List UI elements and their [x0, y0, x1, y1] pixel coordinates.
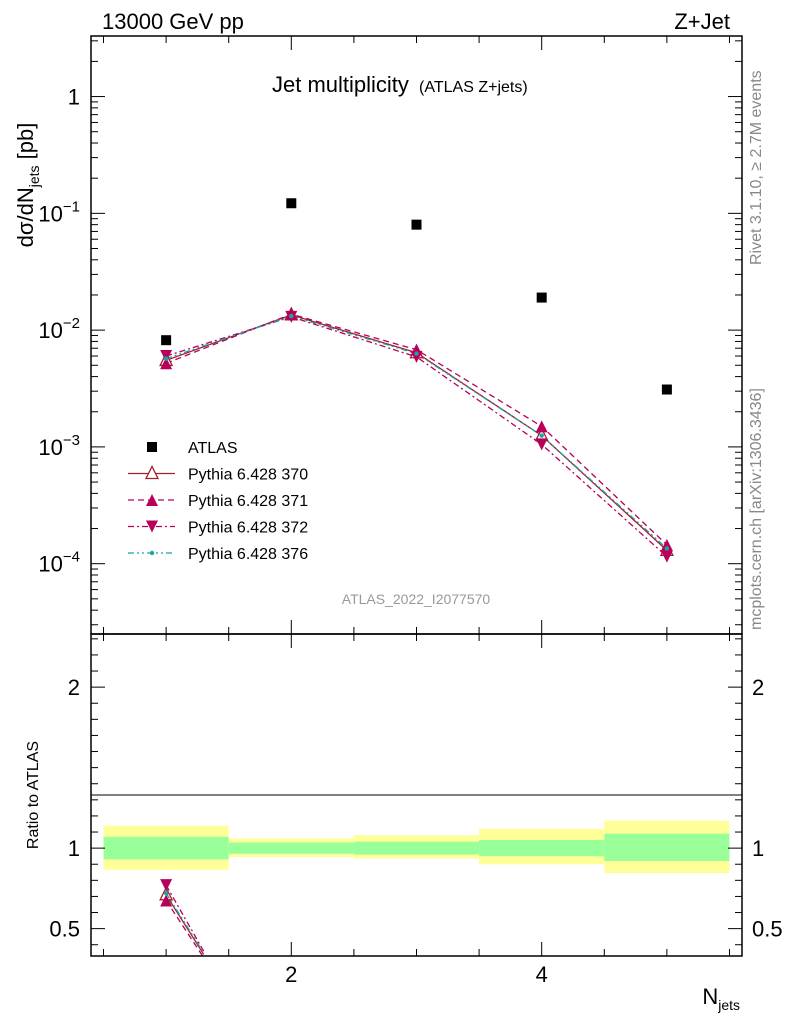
mc-point [539, 433, 544, 438]
plot-title: Jet multiplicity (ATLAS Z+jets) [272, 72, 528, 97]
legend: ATLAS Pythia 6.428 370 Pythia 6.428 371 Pyt… [128, 440, 308, 563]
legend-marker [144, 465, 160, 480]
ratio-point [160, 879, 173, 892]
uncertainty-band-inner [479, 840, 605, 857]
ratio-panel: 0.5 0.5 1 1 2 2 2 4 [49, 633, 783, 987]
ratio-y-axis-label: Ratio to ATLAS [25, 741, 42, 849]
data-point [161, 335, 172, 346]
legend-label: Pythia 6.428 372 [188, 520, 308, 537]
y-tick-label: 10−4 [38, 549, 80, 577]
ratio-line [165, 900, 204, 956]
uncertainty-band-inner [103, 836, 229, 860]
mc-point [535, 438, 548, 451]
y-tick-label: 10−1 [38, 198, 80, 226]
header-energy: 13000 GeV pp [102, 9, 244, 34]
y-axis-label: dσ/dNjets [pb] [13, 123, 42, 248]
y-tick-label: 1 [68, 85, 80, 110]
legend-marker [147, 442, 157, 452]
legend-marker [146, 520, 158, 533]
analysis-id: ATLAS_2022_I2077570 [342, 591, 491, 607]
ratio-point [160, 894, 173, 907]
legend-marker [146, 494, 158, 506]
data-point [286, 198, 297, 209]
ratio-point [163, 891, 169, 896]
legend-label: Pythia 6.428 376 [188, 546, 308, 563]
mc-point [160, 357, 173, 370]
legend-marker [149, 550, 155, 556]
mc-point [664, 546, 670, 551]
mc-point [660, 538, 673, 551]
x-axis-label: Njets [702, 984, 740, 1013]
legend-label: ATLAS [188, 440, 238, 457]
mc-point [535, 420, 548, 433]
legend-label: Pythia 6.428 370 [188, 467, 308, 484]
data-point [411, 219, 422, 230]
y-tick-label: 10−2 [38, 315, 80, 343]
ratio-y-tick-label: 2 [68, 675, 80, 700]
main-panel: 1 10−1 10−2 10−3 10−4 Jet multiplicity (ATLA… [38, 35, 743, 635]
mc-point [660, 550, 673, 563]
mc-point [289, 313, 294, 319]
ratio-y-tick-label-right: 1 [752, 836, 764, 861]
mc-point [410, 350, 423, 363]
mc-point [163, 356, 169, 361]
x-tick-label: 4 [536, 962, 548, 987]
ratio-y-tick-label: 0.5 [49, 917, 80, 942]
mc-point [160, 350, 173, 363]
data-point [661, 384, 672, 395]
ratio-line [165, 892, 205, 954]
mc-point [414, 351, 419, 356]
header-process: Z+Jet [674, 9, 730, 34]
ratio-y-tick-label-right: 2 [752, 675, 764, 700]
uncertainty-band-inner [228, 842, 354, 854]
ratio-line [165, 884, 205, 952]
y-tick-label: 10−3 [38, 432, 80, 460]
legend-label: Pythia 6.428 371 [188, 493, 308, 510]
ratio-y-tick-label: 1 [68, 836, 80, 861]
mcplots-label: mcplots.cern.ch [arXiv:1306.3436] [748, 388, 765, 630]
ratio-line [165, 894, 205, 955]
ratio-y-tick-label-right: 0.5 [752, 917, 783, 942]
rivet-label: Rivet 3.1.10, ≥ 2.7M events [748, 70, 765, 265]
uncertainty-band-inner [604, 833, 730, 862]
x-tick-label: 2 [285, 962, 297, 987]
data-point [536, 292, 547, 303]
uncertainty-band-inner [353, 841, 480, 855]
main-frame [90, 35, 743, 635]
